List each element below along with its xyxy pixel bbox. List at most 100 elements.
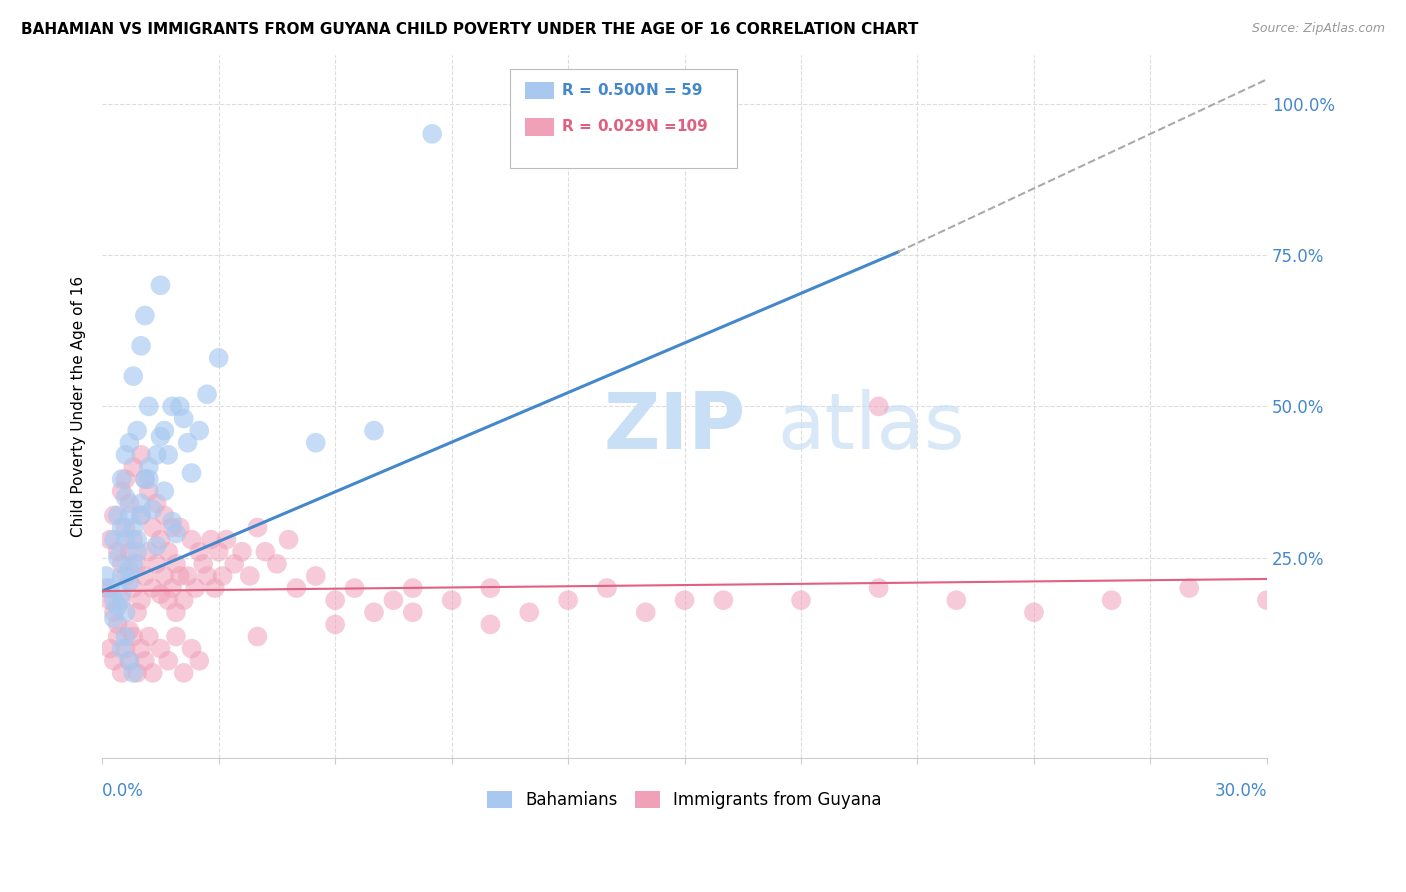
Point: [122, 665, 145, 680]
Point: [103, 654, 125, 668]
Point: [145, 448, 167, 462]
Point: [129, 496, 152, 510]
Point: [129, 448, 152, 462]
Point: [157, 654, 180, 668]
Point: [107, 617, 129, 632]
Point: [160, 515, 183, 529]
Point: [188, 545, 211, 559]
Point: [107, 545, 129, 559]
Point: [138, 484, 160, 499]
Point: [363, 605, 385, 619]
Point: [160, 581, 183, 595]
Point: [127, 545, 149, 559]
Point: [107, 599, 129, 614]
Point: [138, 545, 160, 559]
Point: [114, 605, 136, 619]
Point: [145, 539, 167, 553]
Point: [129, 339, 152, 353]
Point: [195, 569, 218, 583]
Point: [277, 533, 299, 547]
Point: [790, 593, 813, 607]
Text: 0.029: 0.029: [598, 120, 645, 135]
Point: [343, 581, 366, 595]
Point: [94, 581, 117, 595]
Point: [118, 624, 141, 638]
Point: [103, 605, 125, 619]
Point: [149, 641, 172, 656]
Point: [145, 496, 167, 510]
Point: [200, 533, 222, 547]
Point: [945, 593, 967, 607]
Text: atlas: atlas: [778, 390, 966, 466]
Point: [142, 665, 165, 680]
Point: [114, 533, 136, 547]
Point: [127, 533, 149, 547]
Point: [122, 520, 145, 534]
Point: [103, 611, 125, 625]
Point: [107, 550, 129, 565]
Point: [160, 400, 183, 414]
FancyBboxPatch shape: [524, 82, 554, 99]
Point: [111, 484, 134, 499]
Point: [557, 593, 579, 607]
Point: [157, 593, 180, 607]
Point: [142, 581, 165, 595]
Point: [129, 508, 152, 523]
Point: [420, 127, 443, 141]
Point: [138, 459, 160, 474]
Point: [382, 593, 405, 607]
Point: [134, 654, 156, 668]
Point: [145, 557, 167, 571]
Point: [118, 574, 141, 589]
Point: [111, 569, 134, 583]
Point: [165, 630, 187, 644]
Point: [285, 581, 308, 595]
Point: [118, 563, 141, 577]
Point: [868, 581, 890, 595]
Point: [363, 424, 385, 438]
Point: [208, 545, 231, 559]
Point: [402, 605, 425, 619]
Point: [129, 641, 152, 656]
Point: [868, 400, 890, 414]
Point: [122, 581, 145, 595]
FancyBboxPatch shape: [524, 119, 554, 136]
Point: [114, 490, 136, 504]
Point: [103, 533, 125, 547]
Point: [1256, 593, 1278, 607]
Point: [188, 424, 211, 438]
Point: [149, 430, 172, 444]
Text: R =: R =: [562, 83, 598, 98]
Point: [157, 448, 180, 462]
Point: [134, 472, 156, 486]
Point: [118, 654, 141, 668]
Text: BAHAMIAN VS IMMIGRANTS FROM GUYANA CHILD POVERTY UNDER THE AGE OF 16 CORRELATION: BAHAMIAN VS IMMIGRANTS FROM GUYANA CHILD…: [21, 22, 918, 37]
Point: [129, 508, 152, 523]
Text: ZIP: ZIP: [603, 390, 745, 466]
Point: [118, 545, 141, 559]
Point: [165, 605, 187, 619]
Text: 109: 109: [676, 120, 709, 135]
Point: [254, 545, 277, 559]
Point: [176, 569, 198, 583]
Point: [111, 665, 134, 680]
Point: [114, 641, 136, 656]
Point: [114, 520, 136, 534]
Point: [111, 520, 134, 534]
Point: [98, 533, 121, 547]
Point: [479, 581, 502, 595]
Point: [231, 545, 253, 559]
Point: [118, 496, 141, 510]
Point: [1022, 605, 1045, 619]
Text: Source: ZipAtlas.com: Source: ZipAtlas.com: [1251, 22, 1385, 36]
Point: [98, 641, 121, 656]
Point: [122, 557, 145, 571]
Point: [98, 593, 121, 607]
Point: [127, 605, 149, 619]
Point: [169, 400, 191, 414]
Point: [138, 400, 160, 414]
Point: [180, 533, 202, 547]
Point: [127, 665, 149, 680]
Point: [165, 557, 187, 571]
Point: [440, 593, 463, 607]
